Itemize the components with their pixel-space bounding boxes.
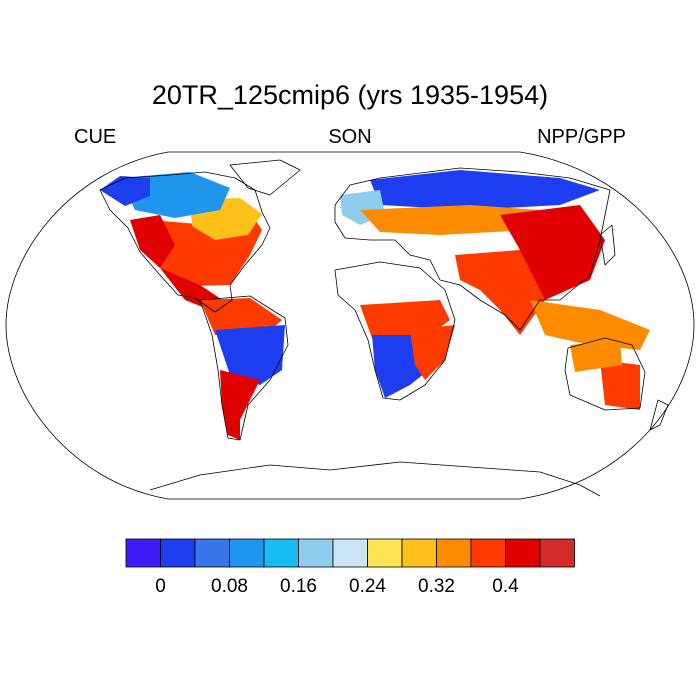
siberia-region [370,170,600,210]
south-america-outline [199,295,289,441]
south-asia-region [455,250,545,335]
colorbar-box-0 [125,538,161,568]
land-fields [100,170,650,440]
sa-south-region [220,370,260,440]
colorbar-box-4 [263,538,299,568]
colorbar-tick-label: 0.4 [492,576,519,597]
colorbar-box-1 [160,538,196,568]
colorbar-tick-label: 0.24 [349,576,386,597]
na-west-region [130,215,175,268]
africa-outline [334,261,456,401]
colorbar-box-3 [229,538,265,568]
eurasia-outline [334,167,611,331]
colorbar-tick-label: 0 [155,576,166,597]
colorbar-box-6 [332,538,368,568]
australia-outline [564,337,646,411]
projection-boundary [5,151,695,500]
colorbar-tick-label: 0.08 [211,576,248,597]
colorbar-box-10 [470,538,506,568]
colorbar-box-11 [505,538,541,568]
colorbar-boxes [125,538,575,568]
colorbar-box-2 [194,538,230,568]
units-label: NPP/GPP [537,126,626,148]
japan-outline [599,224,616,266]
colorbar-box-7 [367,538,403,568]
se-asia-region [530,300,650,350]
colorbar-box-8 [401,538,437,568]
greenland-outline [229,159,301,196]
australia-north-region [570,340,622,372]
central-asia-region [360,205,540,235]
season-label: SON [328,126,372,148]
colorbar-labels: 0 0.08 0.16 0.24 0.32 0.4 [155,576,519,597]
colorbar-tick-label: 0.16 [280,576,317,597]
australia-east-region [600,360,640,410]
north-america-outline [99,171,271,313]
na-alaska-region [100,176,150,206]
east-africa-region [410,325,455,380]
colorbar-box-12 [539,538,575,568]
new-zealand-outline [649,399,669,431]
colorbar-box-5 [298,538,334,568]
variable-label: CUE [74,126,117,148]
colorbar-box-9 [436,538,472,568]
sa-north-region [200,298,282,335]
colorbar-tick-label: 0.32 [418,576,455,597]
sa-central-region [215,325,285,385]
map-title: 20TR_125cmip6 (yrs 1935-1954) [151,80,549,110]
antarctica-outline [149,461,601,497]
coastlines [99,159,669,497]
